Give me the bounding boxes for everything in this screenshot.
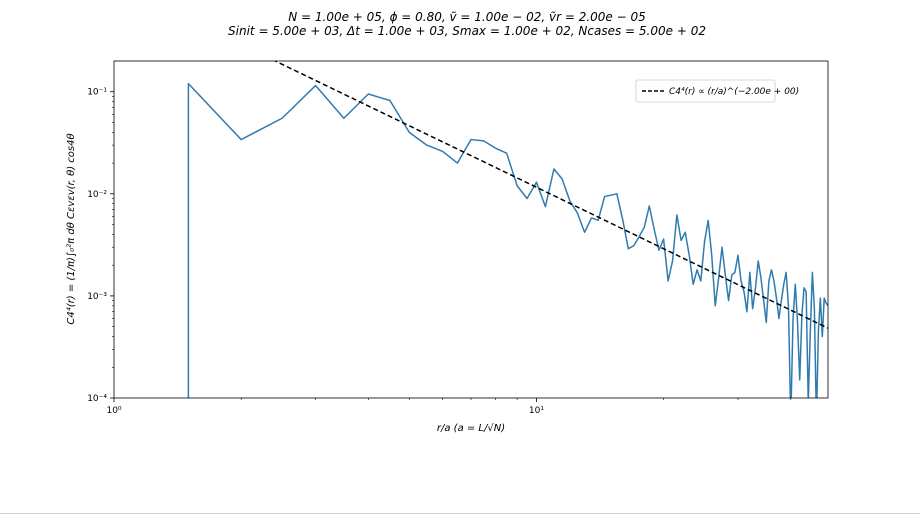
x-axis-label: r/a (a = L/√N) <box>437 423 505 434</box>
plot-background <box>114 61 828 398</box>
chart-title-line-2: Sinit = 5.00e + 03, Δt = 1.00e + 03, Sma… <box>228 24 706 38</box>
y-tick-label: 10⁻⁴ <box>87 394 107 404</box>
y-tick-label: 10⁻¹ <box>87 88 107 98</box>
chart-title-line-1: N = 1.00e + 05, ϕ = 0.80, ṽ = 1.00e − 02… <box>288 10 646 24</box>
x-tick-label: 10¹ <box>529 406 544 416</box>
bottom-divider <box>0 513 920 514</box>
series-line-measured <box>187 82 828 398</box>
y-axis-label: C4⁴(r) = (1/π)∫₀²π dθ Cεvεv(r, θ) cos4θ <box>65 133 77 324</box>
y-tick-label: 10⁻² <box>87 190 107 200</box>
x-tick-label: 10⁰ <box>106 406 121 416</box>
legend-label-power-law: C4⁴(r) ∝ (r/a)^(−2.00e + 00) <box>669 87 799 97</box>
ticks-layer: 10⁰ 10¹ 10⁻⁴ 10⁻³ 10⁻² 10⁻¹ <box>87 88 792 416</box>
legend: C4⁴(r) ∝ (r/a)^(−2.00e + 00) <box>635 79 799 103</box>
legend-box <box>635 79 776 103</box>
series-line-power-law-fit <box>273 61 828 329</box>
y-tick-label: 10⁻³ <box>87 292 107 302</box>
series-layer <box>187 61 828 398</box>
